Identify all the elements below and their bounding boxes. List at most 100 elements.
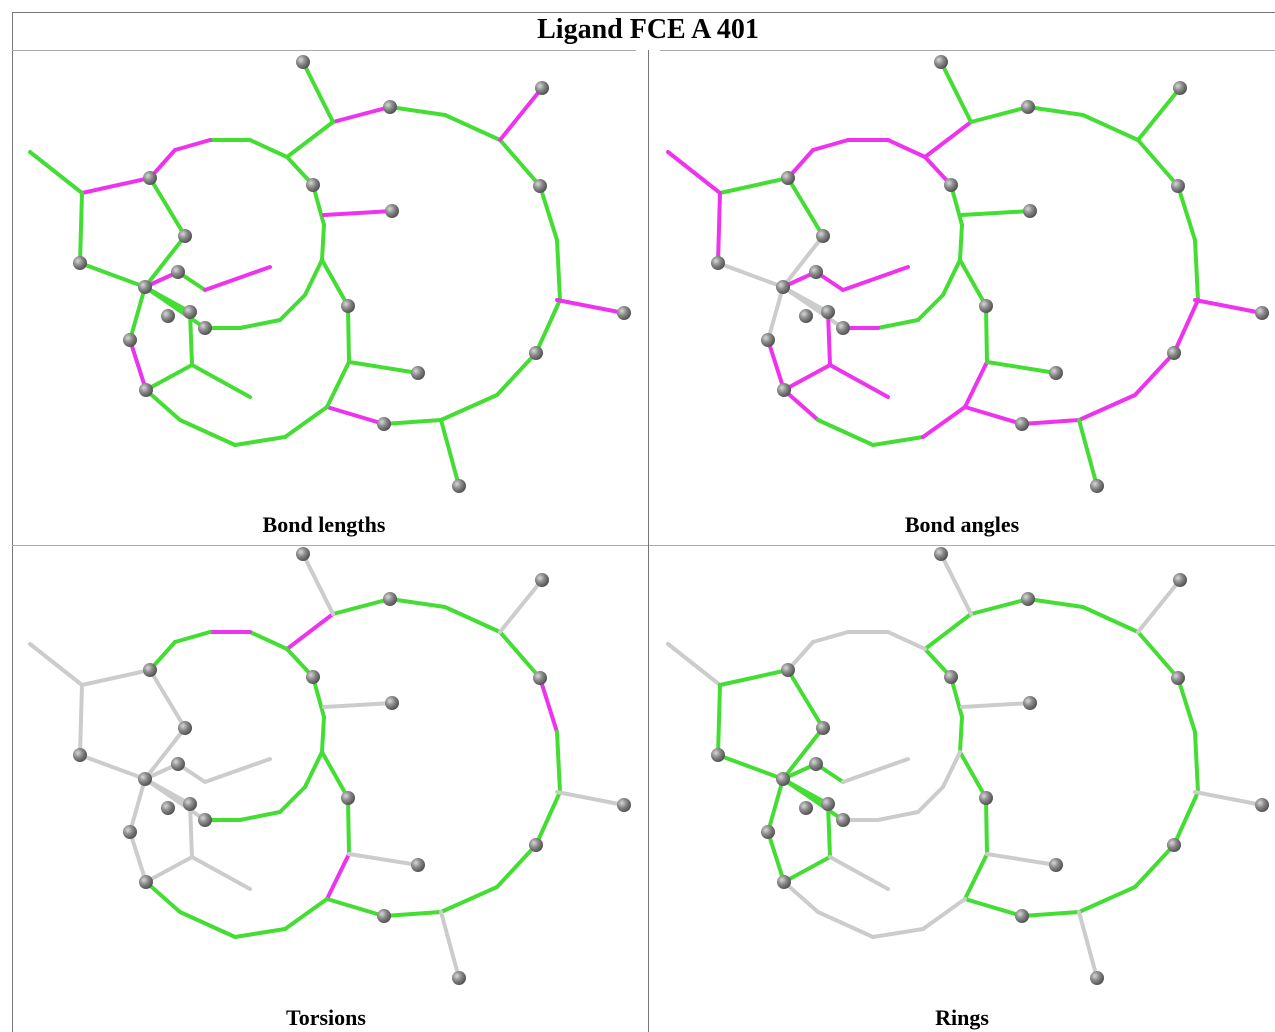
- bond: [871, 927, 925, 939]
- bond: [283, 405, 329, 439]
- bond: [960, 701, 1032, 709]
- bond: [1193, 790, 1264, 807]
- atom: [1023, 204, 1037, 218]
- atom: [533, 671, 547, 685]
- atom: [1255, 306, 1269, 320]
- bond: [969, 105, 1030, 124]
- bond: [128, 830, 148, 884]
- atom: [816, 229, 830, 243]
- caption: Bond angles: [905, 512, 1020, 537]
- atom: [161, 801, 175, 815]
- bond: [128, 285, 147, 342]
- bond: [1020, 910, 1081, 918]
- bond: [143, 777, 192, 806]
- atom: [1171, 179, 1185, 193]
- bond: [320, 750, 350, 800]
- atom: [385, 204, 399, 218]
- bond: [985, 360, 1058, 375]
- bond: [766, 285, 785, 342]
- bond: [841, 265, 910, 292]
- bond: [1077, 393, 1137, 422]
- atom: [776, 280, 790, 294]
- bond: [78, 753, 147, 781]
- bond: [960, 209, 1032, 217]
- atom: [143, 171, 157, 185]
- atom: [1173, 81, 1187, 95]
- bond: [178, 418, 237, 447]
- atom: [617, 798, 631, 812]
- bond: [985, 852, 1058, 867]
- bond: [233, 435, 287, 447]
- atom: [143, 663, 157, 677]
- bond: [811, 138, 850, 152]
- bond: [238, 810, 282, 822]
- bond: [382, 418, 443, 426]
- bond: [347, 852, 420, 867]
- bond: [782, 363, 832, 392]
- bond: [718, 668, 790, 687]
- atom: [809, 757, 823, 771]
- bond: [128, 338, 148, 392]
- atom: [198, 813, 212, 827]
- caption: Rings: [935, 1005, 989, 1030]
- atom: [821, 305, 835, 319]
- bond: [786, 176, 825, 238]
- atom: [1015, 909, 1029, 923]
- bond: [178, 910, 237, 939]
- bond: [173, 630, 212, 644]
- bond: [958, 258, 988, 308]
- bond: [320, 223, 326, 262]
- bond: [538, 184, 559, 242]
- bond: [498, 86, 544, 142]
- bond: [718, 176, 790, 195]
- bond: [188, 310, 194, 367]
- bond: [1026, 105, 1085, 117]
- atom: [1171, 671, 1185, 685]
- bond: [716, 683, 722, 757]
- atom: [535, 573, 549, 587]
- bond: [1193, 298, 1264, 315]
- bond: [1136, 138, 1180, 188]
- bond: [841, 757, 910, 784]
- bond: [144, 855, 194, 884]
- bond: [303, 258, 324, 297]
- bond: [811, 630, 850, 644]
- atom: [1021, 100, 1035, 114]
- bond: [190, 363, 252, 399]
- bond: [1077, 418, 1099, 488]
- bond: [331, 597, 392, 616]
- bond: [347, 360, 420, 375]
- atom: [1167, 838, 1181, 852]
- bond: [1136, 578, 1182, 634]
- bond: [1026, 597, 1085, 609]
- atom: [183, 797, 197, 811]
- bond: [320, 715, 326, 754]
- bond: [278, 785, 307, 814]
- bond: [534, 298, 562, 355]
- bond: [984, 796, 989, 856]
- bond: [439, 393, 499, 422]
- bond: [963, 405, 1024, 426]
- atom: [123, 825, 137, 839]
- bond: [1136, 630, 1180, 680]
- bond: [439, 418, 461, 488]
- bond: [1172, 790, 1200, 847]
- bond: [716, 753, 785, 781]
- bond: [301, 60, 335, 124]
- bond: [921, 897, 967, 931]
- atom: [529, 838, 543, 852]
- bond: [285, 612, 335, 651]
- atom: [1255, 798, 1269, 812]
- atom: [809, 265, 823, 279]
- bond: [80, 668, 152, 687]
- bond: [143, 726, 187, 781]
- atom: [123, 333, 137, 347]
- bond: [188, 802, 194, 859]
- atom: [781, 663, 795, 677]
- atom: [761, 333, 775, 347]
- bond: [828, 363, 890, 399]
- bond: [1176, 184, 1197, 242]
- bond: [1077, 885, 1137, 914]
- atom: [533, 179, 547, 193]
- bond: [1077, 910, 1099, 980]
